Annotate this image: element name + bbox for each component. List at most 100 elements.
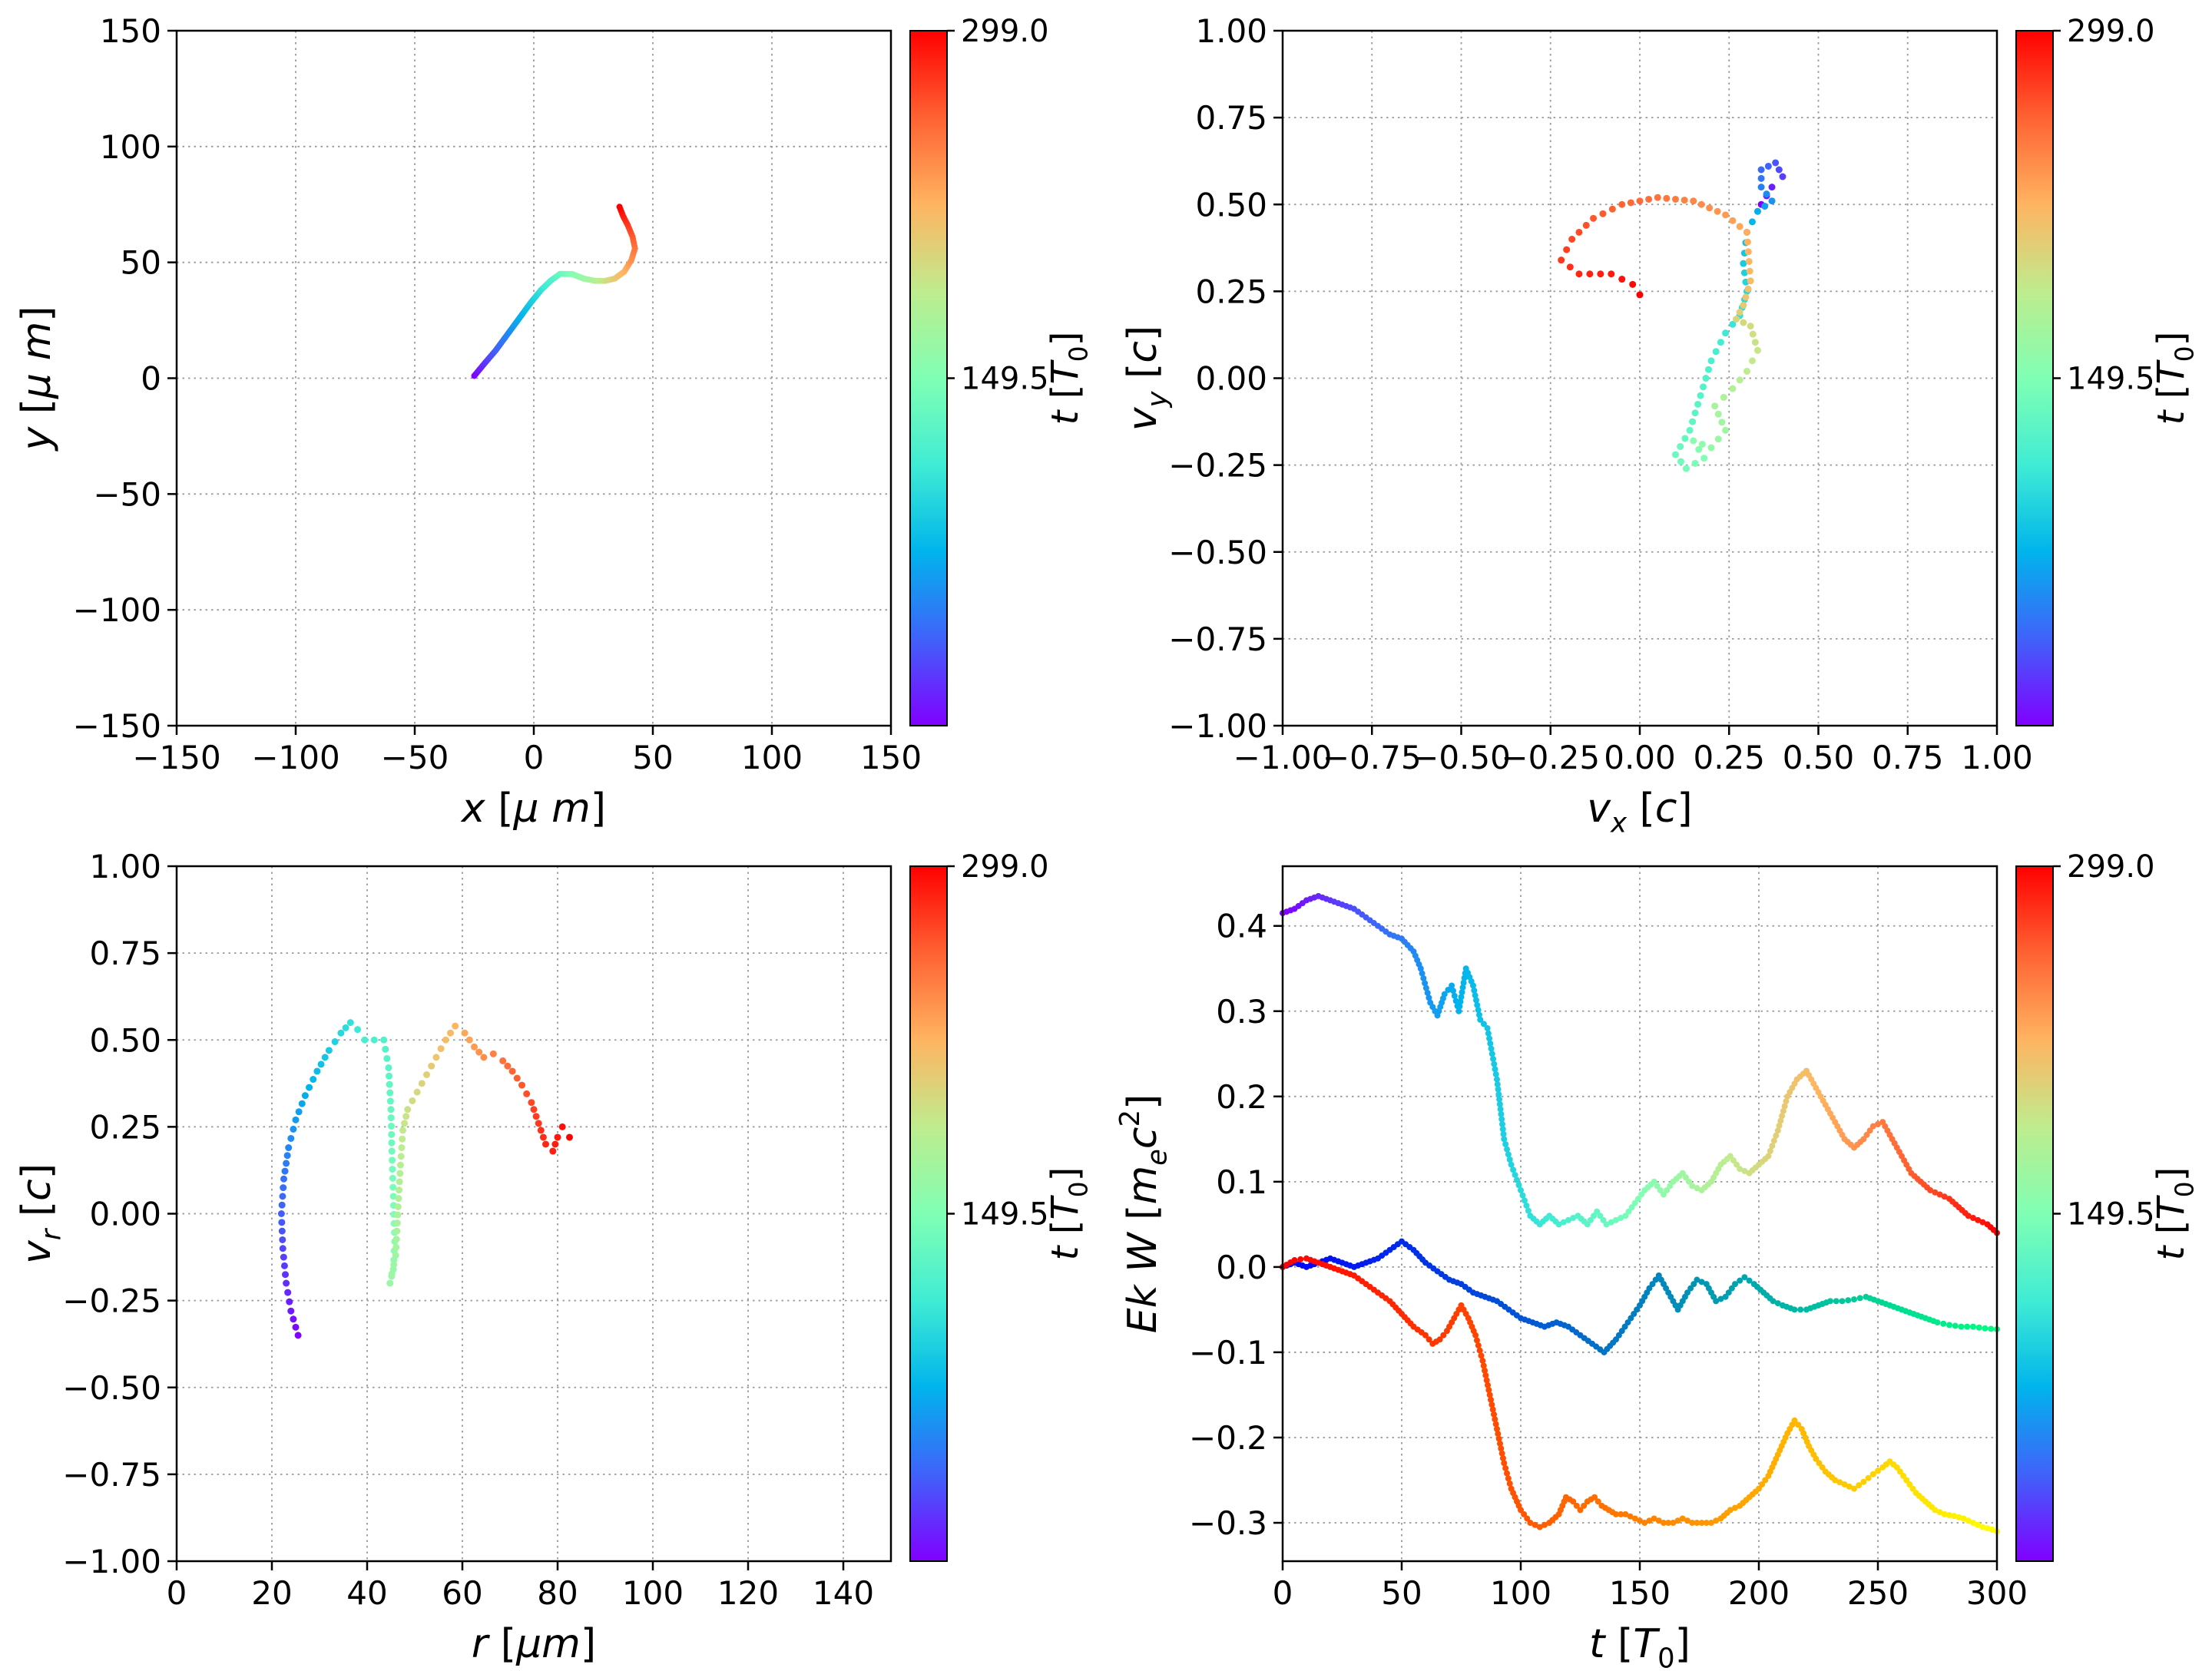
x-tick-label: 0.50 xyxy=(1783,739,1855,776)
y-tick-label: −0.2 xyxy=(1189,1419,1267,1457)
y-axis-label: vy [c] xyxy=(1120,326,1174,431)
x-tick-label: 140 xyxy=(813,1574,874,1612)
y-tick-label: −0.25 xyxy=(1168,447,1267,485)
series-trajectory-xy xyxy=(471,203,638,379)
colorbar: 299.0 149.5t [T0] xyxy=(2015,849,2199,1562)
x-tick-label: 120 xyxy=(717,1574,779,1612)
x-tick-label: 0.25 xyxy=(1693,739,1765,776)
x-tick-label: −0.50 xyxy=(1412,739,1511,776)
colorbar-gradient xyxy=(2015,865,2054,1562)
y-tick-label: 100 xyxy=(100,128,161,166)
series-work-component-2 xyxy=(1280,1255,2000,1535)
x-tick-label: −150 xyxy=(132,739,220,776)
y-axis-label: vr [c] xyxy=(14,1163,68,1264)
y-axis-label: y [μ m] xyxy=(14,306,60,452)
series-energy-total xyxy=(1280,892,2000,1236)
colorbar-label: t [T0] xyxy=(1044,1167,1093,1261)
x-tick-label: 300 xyxy=(1966,1574,2028,1612)
colorbar: 299.0 149.5t [T0] xyxy=(2015,14,2199,726)
colorbar-label: t [T0] xyxy=(2150,332,2199,425)
x-tick-label: 50 xyxy=(1381,1574,1422,1612)
x-tick-label: −0.75 xyxy=(1323,739,1422,776)
series-group xyxy=(1558,159,1786,472)
y-tick-label: 0.50 xyxy=(89,1021,161,1059)
x-tick-label: −0.25 xyxy=(1501,739,1600,776)
x-tick-label: −50 xyxy=(381,739,449,776)
x-tick-label: 150 xyxy=(1609,1574,1671,1612)
x-tick-label: 150 xyxy=(860,739,922,776)
series-group xyxy=(1280,892,2000,1535)
y-tick-label: −0.50 xyxy=(1168,534,1267,571)
colorbar-label: t [T0] xyxy=(1044,332,1093,425)
colorbar-tick-label: 299.0 xyxy=(2067,14,2155,49)
y-tick-label: −100 xyxy=(73,591,161,629)
x-tick-label: 100 xyxy=(741,739,803,776)
y-tick-label: −1.00 xyxy=(62,1543,161,1580)
y-tick-label: −0.3 xyxy=(1189,1504,1267,1542)
grid xyxy=(1282,30,1998,726)
x-tick-label: −100 xyxy=(251,739,339,776)
y-tick-label: −0.50 xyxy=(62,1369,161,1407)
y-tick-label: 0.2 xyxy=(1216,1078,1267,1116)
y-tick-label: 0.4 xyxy=(1216,908,1267,945)
series-work-component-1 xyxy=(1280,1238,2000,1355)
grid xyxy=(176,30,892,726)
colorbar: 299.0 149.5t [T0] xyxy=(909,14,1093,726)
colorbar-tick-label: 149.5 xyxy=(2067,362,2155,397)
x-axis-label: vx [c] xyxy=(1587,786,1692,836)
y-tick-label: −150 xyxy=(73,707,161,745)
y-axis-label: Ek W [mec2] xyxy=(1114,1094,1173,1334)
y-tick-label: −1.00 xyxy=(1168,707,1267,745)
colorbar-label: t [T0] xyxy=(2150,1167,2199,1261)
x-tick-label: 80 xyxy=(537,1574,578,1612)
x-tick-label: 250 xyxy=(1847,1574,1909,1612)
chart-energy-time: 0 50 100 150 200 250 300 −0.3 −0.2 −0.1 0.0 0.1 0.2 0… xyxy=(1114,849,2199,1671)
colorbar-gradient xyxy=(909,865,948,1562)
y-tick-label: 0.75 xyxy=(1195,99,1267,137)
colorbar-tick-label: 149.5 xyxy=(961,362,1049,397)
colorbar-tick-label: 299.0 xyxy=(961,14,1049,49)
x-tick-label: 0 xyxy=(1273,1574,1293,1612)
x-tick-label: 200 xyxy=(1728,1574,1790,1612)
x-tick-label: 40 xyxy=(346,1574,387,1612)
y-tick-label: −0.75 xyxy=(1168,620,1267,658)
y-tick-label: −0.75 xyxy=(62,1456,161,1494)
x-axis-label: x [μ m] xyxy=(460,786,606,832)
x-tick-label: 0.75 xyxy=(1872,739,1944,776)
chart-velocity-space: −1.00−0.75−0.50−0.25 0.00 0.25 0.50 0.75 1.00… xyxy=(1120,12,2199,836)
y-tick-label: 0.00 xyxy=(89,1196,161,1233)
series-group xyxy=(277,1019,573,1339)
colorbar: 299.0 149.5t [T0] xyxy=(909,849,1093,1562)
x-tick-label: −1.00 xyxy=(1233,739,1333,776)
chart-radial-velocity: 0 20 40 60 80 100 120 140 −1.00 −0.75 −0.50 −0.25 0.… xyxy=(14,848,1093,1667)
series-radial-velocity xyxy=(277,1019,573,1339)
grid xyxy=(1282,866,1998,1561)
y-tick-label: 0.50 xyxy=(1195,186,1267,223)
x-tick-label: 0 xyxy=(167,1574,187,1612)
y-tick-label: 0.3 xyxy=(1216,993,1267,1031)
x-tick-label: 0.00 xyxy=(1604,739,1676,776)
y-tick-label: 0.25 xyxy=(89,1108,161,1146)
x-tick-label: 50 xyxy=(632,739,673,776)
x-tick-label: 100 xyxy=(1490,1574,1551,1612)
colorbar-tick-label: 299.0 xyxy=(961,849,1049,885)
y-tick-label: 0.75 xyxy=(89,935,161,972)
x-tick-label: 60 xyxy=(442,1574,482,1612)
y-tick-label: 1.00 xyxy=(89,848,161,885)
x-tick-label: 20 xyxy=(251,1574,292,1612)
colorbar-tick-label: 299.0 xyxy=(2067,849,2155,885)
y-tick-label: 50 xyxy=(121,244,161,282)
y-tick-label: −0.25 xyxy=(62,1282,161,1320)
x-tick-label: 1.00 xyxy=(1961,739,2033,776)
axis-ticks: −1.00−0.75−0.50−0.25 0.00 0.25 0.50 0.75 1.00… xyxy=(1168,12,2032,776)
y-tick-label: 0 xyxy=(141,360,161,398)
y-tick-label: 0.1 xyxy=(1216,1163,1267,1201)
colorbar-gradient xyxy=(2015,30,2054,726)
y-tick-label: 0.25 xyxy=(1195,273,1267,310)
colorbar-tick-label: 149.5 xyxy=(2067,1197,2155,1233)
axis-ticks: 0 20 40 60 80 100 120 140 −1.00 −0.75 −0.50 −0.25 0.… xyxy=(62,848,874,1612)
axis-ticks: 0 50 100 150 200 250 300 −0.3 −0.2 −0.1 0.0 0.1 0.2 0… xyxy=(1189,908,2028,1612)
x-axis-label: r [μm] xyxy=(472,1621,596,1667)
y-tick-label: −0.1 xyxy=(1189,1334,1267,1372)
